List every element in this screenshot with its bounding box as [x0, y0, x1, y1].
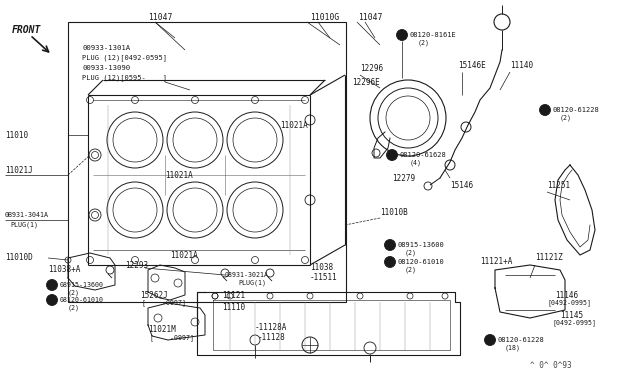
Text: 15146: 15146 [450, 180, 473, 189]
Text: 11146: 11146 [555, 291, 578, 299]
Circle shape [484, 334, 495, 346]
Text: B: B [543, 108, 547, 112]
Text: (2): (2) [405, 250, 417, 256]
Text: (2): (2) [560, 115, 572, 121]
Text: FRONT: FRONT [12, 25, 42, 35]
Text: 11140: 11140 [510, 61, 533, 70]
Text: 08931-3021A: 08931-3021A [225, 272, 269, 278]
Text: 12293: 12293 [125, 260, 148, 269]
Text: [0492-0995]: [0492-0995] [548, 299, 592, 307]
Text: 11121+A: 11121+A [480, 257, 513, 266]
Text: B: B [400, 32, 404, 38]
Text: 11010B: 11010B [380, 208, 408, 217]
Text: 11021A: 11021A [280, 121, 308, 129]
Text: B: B [488, 337, 492, 343]
Text: (2): (2) [68, 290, 80, 296]
Text: 12279: 12279 [392, 173, 415, 183]
Circle shape [385, 257, 396, 267]
Text: (2): (2) [68, 305, 80, 311]
Text: 11251: 11251 [547, 180, 570, 189]
Text: 00933-1301A: 00933-1301A [82, 45, 130, 51]
Circle shape [397, 29, 408, 41]
Text: 08915-13600: 08915-13600 [60, 282, 104, 288]
Text: PLUG(1): PLUG(1) [10, 222, 38, 228]
Text: [    -0997]: [ -0997] [150, 335, 194, 341]
Text: (2): (2) [418, 40, 430, 46]
Text: 11021A: 11021A [165, 170, 193, 180]
Text: 11121Z: 11121Z [535, 253, 563, 263]
Text: [0492-0995]: [0492-0995] [553, 320, 597, 326]
Text: 11110: 11110 [222, 304, 245, 312]
Text: (2): (2) [405, 267, 417, 273]
Text: 08120-61228: 08120-61228 [553, 107, 600, 113]
Text: 11047: 11047 [148, 13, 172, 22]
Text: 11010D: 11010D [5, 253, 33, 263]
Text: 08120-61010: 08120-61010 [398, 259, 445, 265]
Text: B: B [50, 298, 54, 302]
Text: 00933-13090: 00933-13090 [82, 65, 130, 71]
Text: 15262J: 15262J [140, 291, 168, 299]
Circle shape [387, 150, 397, 160]
Text: 11021J: 11021J [5, 166, 33, 174]
Text: PLUG (12)[0492-0595]: PLUG (12)[0492-0595] [82, 55, 167, 61]
Text: B: B [390, 153, 394, 157]
Text: 11021M: 11021M [148, 326, 176, 334]
Text: PLUG (12)[0595-    ]: PLUG (12)[0595- ] [82, 75, 167, 81]
Text: M: M [388, 243, 392, 247]
Text: 15146E: 15146E [458, 61, 486, 70]
Text: (4): (4) [410, 160, 422, 166]
Circle shape [385, 240, 396, 250]
Text: 11038: 11038 [310, 263, 333, 273]
Text: 11010: 11010 [5, 131, 28, 140]
Text: [    -0997]: [ -0997] [142, 299, 186, 307]
Text: 11145: 11145 [560, 311, 583, 320]
Text: 0B931-3041A: 0B931-3041A [5, 212, 49, 218]
Text: 08120-8161E: 08120-8161E [410, 32, 457, 38]
Circle shape [540, 105, 550, 115]
Text: 08120-61628: 08120-61628 [400, 152, 447, 158]
Text: B: B [388, 260, 392, 264]
Text: 11121: 11121 [222, 291, 245, 299]
Text: 08120-61228: 08120-61228 [498, 337, 545, 343]
Circle shape [47, 279, 58, 291]
Text: 08915-13600: 08915-13600 [398, 242, 445, 248]
Circle shape [47, 295, 58, 305]
Text: 11010G: 11010G [310, 13, 339, 22]
Bar [68, 22, 346, 302]
Text: -11128A: -11128A [255, 324, 287, 333]
Text: -11511: -11511 [310, 273, 338, 282]
Text: 12296E: 12296E [352, 77, 380, 87]
Text: 12296: 12296 [360, 64, 383, 73]
Text: ^ 0^ 0^93: ^ 0^ 0^93 [530, 360, 572, 369]
Text: 11021A: 11021A [170, 250, 198, 260]
Text: M: M [51, 282, 53, 288]
Text: -11128: -11128 [258, 334, 285, 343]
Text: PLUG(1): PLUG(1) [238, 280, 266, 286]
Text: 11038+A: 11038+A [48, 266, 81, 275]
Text: 11047: 11047 [358, 13, 382, 22]
Text: (18): (18) [505, 345, 521, 351]
Text: 08120-61010: 08120-61010 [60, 297, 104, 303]
